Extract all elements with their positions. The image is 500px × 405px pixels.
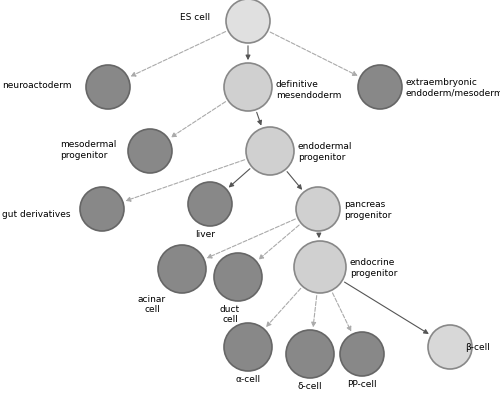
Text: pancreas
progenitor: pancreas progenitor xyxy=(344,200,392,219)
Text: ES cell: ES cell xyxy=(180,13,210,22)
Text: definitive
mesendoderm: definitive mesendoderm xyxy=(276,80,342,100)
Circle shape xyxy=(224,323,272,371)
Circle shape xyxy=(294,241,346,293)
Circle shape xyxy=(296,188,340,231)
Circle shape xyxy=(340,332,384,376)
Circle shape xyxy=(428,325,472,369)
Circle shape xyxy=(226,0,270,44)
Circle shape xyxy=(358,66,402,110)
Text: extraembryonic
endoderm/mesoderm: extraembryonic endoderm/mesoderm xyxy=(406,78,500,98)
Text: endodermal
progenitor: endodermal progenitor xyxy=(298,142,352,161)
Text: α-cell: α-cell xyxy=(236,374,260,383)
Text: acinar
cell: acinar cell xyxy=(138,294,166,313)
Circle shape xyxy=(86,66,130,110)
Text: liver: liver xyxy=(195,230,215,239)
Text: endocrine
progenitor: endocrine progenitor xyxy=(350,258,398,277)
Circle shape xyxy=(80,188,124,231)
Text: gut derivatives: gut derivatives xyxy=(2,210,70,219)
Circle shape xyxy=(128,130,172,174)
Text: δ-cell: δ-cell xyxy=(298,381,322,390)
Circle shape xyxy=(158,245,206,293)
Circle shape xyxy=(224,64,272,112)
Circle shape xyxy=(286,330,334,378)
Circle shape xyxy=(246,128,294,175)
Circle shape xyxy=(214,254,262,301)
Text: β-cell: β-cell xyxy=(465,343,490,352)
Text: neuroactoderm: neuroactoderm xyxy=(2,80,71,89)
Text: PP-cell: PP-cell xyxy=(347,379,377,388)
Text: duct
cell: duct cell xyxy=(220,304,240,324)
Text: mesodermal
progenitor: mesodermal progenitor xyxy=(60,140,116,159)
Circle shape xyxy=(188,183,232,226)
